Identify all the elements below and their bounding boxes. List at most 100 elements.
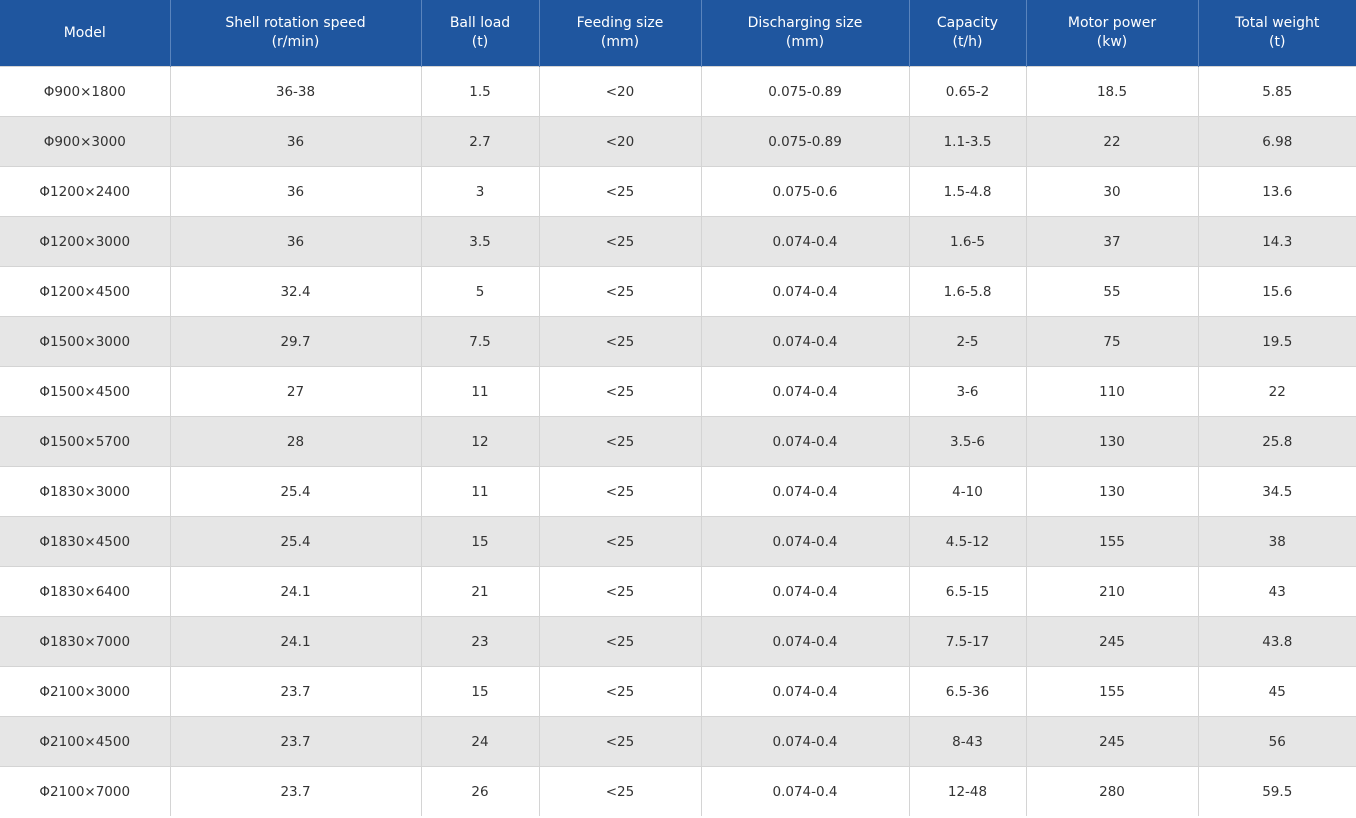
column-header: Ball load (t) <box>421 0 540 67</box>
header-text: Shell rotation speed <box>225 15 366 31</box>
table-cell: <25 <box>539 766 702 816</box>
table-cell: 29.7 <box>170 316 422 367</box>
table-cell: 155 <box>1026 516 1199 567</box>
table-cell: 75 <box>1026 316 1199 367</box>
header-text: (kw) <box>1096 34 1128 50</box>
table-cell: 1.5 <box>421 66 540 117</box>
header-row: Model Shell rotation speed (r/min) Ball loa… <box>0 0 1356 67</box>
column-header: Discharging size (mm) <box>701 0 910 67</box>
table-cell: Φ1830×6400 <box>0 566 171 617</box>
table-cell: 6.5-36 <box>909 666 1027 717</box>
table-cell: 23.7 <box>170 666 422 717</box>
table-cell: 7.5 <box>421 316 540 367</box>
table-row: Φ1500×4500 27 11 <25 0.074-0.4 3-6 110 22 <box>0 366 1356 417</box>
header-text: Model <box>63 24 106 41</box>
table-cell: <25 <box>539 666 702 717</box>
table-cell: <25 <box>539 216 702 267</box>
table-cell: Φ2100×3000 <box>0 666 171 717</box>
table-cell: 0.075-0.89 <box>701 116 910 167</box>
table-cell: <25 <box>539 566 702 617</box>
table-cell: 32.4 <box>170 266 422 317</box>
table-cell: 0.074-0.4 <box>701 366 910 417</box>
table-row: Φ1500×3000 29.7 7.5 <25 0.074-0.4 2-5 75 19.5 <box>0 316 1356 367</box>
table-cell: 4-10 <box>909 466 1027 517</box>
table-cell: 6.5-15 <box>909 566 1027 617</box>
table-cell: 22 <box>1198 366 1356 417</box>
table-cell: 1.6-5.8 <box>909 266 1027 317</box>
table-row: Φ2100×4500 23.7 24 <25 0.074-0.4 8-43 245 56 <box>0 716 1356 767</box>
table-cell: 0.075-0.6 <box>701 166 910 217</box>
table-cell: 24.1 <box>170 566 422 617</box>
table-cell: 2.7 <box>421 116 540 167</box>
header-text: Motor power <box>1067 15 1157 31</box>
table-row: Φ900×1800 36-38 1.5 <20 0.075-0.89 0.65-2 18.5… <box>0 66 1356 117</box>
table-cell: 19.5 <box>1198 316 1356 367</box>
table-cell: 21 <box>421 566 540 617</box>
header-text: Total weight <box>1235 15 1320 31</box>
table-cell: 23 <box>421 616 540 667</box>
table-row: Φ1830×7000 24.1 23 <25 0.074-0.4 7.5-17 245 43.… <box>0 616 1356 667</box>
table-cell: 11 <box>421 366 540 417</box>
header-text: Feeding size <box>576 15 664 31</box>
table-cell: 13.6 <box>1198 166 1356 217</box>
table-cell: 110 <box>1026 366 1199 417</box>
column-header: Model <box>0 0 171 67</box>
table-cell: 0.074-0.4 <box>701 766 910 816</box>
header-text: (r/min) <box>271 34 320 50</box>
table-cell: 11 <box>421 466 540 517</box>
table-cell: 14.3 <box>1198 216 1356 267</box>
table-cell: 24.1 <box>170 616 422 667</box>
table-cell: Φ1200×2400 <box>0 166 171 217</box>
table-cell: 56 <box>1198 716 1356 767</box>
table-cell: 15 <box>421 666 540 717</box>
table-cell: <20 <box>539 116 702 167</box>
table-cell: 245 <box>1026 716 1199 767</box>
table-cell: <25 <box>539 716 702 767</box>
table-cell: 7.5-17 <box>909 616 1027 667</box>
header-text: (mm) <box>785 34 825 50</box>
table-cell: 0.074-0.4 <box>701 466 910 517</box>
table-cell: 8-43 <box>909 716 1027 767</box>
table-cell: 25.8 <box>1198 416 1356 467</box>
table-cell: 30 <box>1026 166 1199 217</box>
header-text: (t) <box>471 34 489 50</box>
table-cell: 0.074-0.4 <box>701 316 910 367</box>
table-cell: 25.4 <box>170 516 422 567</box>
table-cell: 23.7 <box>170 716 422 767</box>
table-cell: 0.075-0.89 <box>701 66 910 117</box>
table-cell: 210 <box>1026 566 1199 617</box>
table-cell: 12 <box>421 416 540 467</box>
table-cell: 3 <box>421 166 540 217</box>
table-cell: <25 <box>539 366 702 417</box>
table-cell: 55 <box>1026 266 1199 317</box>
table-cell: 1.1-3.5 <box>909 116 1027 167</box>
table-cell: Φ1830×3000 <box>0 466 171 517</box>
table-cell: 0.074-0.4 <box>701 266 910 317</box>
table-cell: 24 <box>421 716 540 767</box>
table-row: Φ1500×5700 28 12 <25 0.074-0.4 3.5-6 130 25.8 <box>0 416 1356 467</box>
table-cell: <25 <box>539 516 702 567</box>
table-cell: Φ1830×7000 <box>0 616 171 667</box>
table-cell: 59.5 <box>1198 766 1356 816</box>
table-row: Φ1200×4500 32.4 5 <25 0.074-0.4 1.6-5.8 55 15.6 <box>0 266 1356 317</box>
table-cell: Φ900×1800 <box>0 66 171 117</box>
table-cell: 36 <box>170 116 422 167</box>
table-row: Φ1200×3000 36 3.5 <25 0.074-0.4 1.6-5 37 14.3 <box>0 216 1356 267</box>
table-cell: 0.074-0.4 <box>701 616 910 667</box>
column-header: Shell rotation speed (r/min) <box>170 0 422 67</box>
table-cell: 36 <box>170 166 422 217</box>
table-cell: 3-6 <box>909 366 1027 417</box>
table-row: Φ1830×3000 25.4 11 <25 0.074-0.4 4-10 130 34.5 <box>0 466 1356 517</box>
table-cell: 25.4 <box>170 466 422 517</box>
table-cell: 23.7 <box>170 766 422 816</box>
table-cell: 3.5-6 <box>909 416 1027 467</box>
table-cell: 1.6-5 <box>909 216 1027 267</box>
table-cell: <25 <box>539 166 702 217</box>
table-cell: Φ1830×4500 <box>0 516 171 567</box>
column-header: Motor power (kw) <box>1026 0 1199 67</box>
table-cell: 34.5 <box>1198 466 1356 517</box>
header-text: (mm) <box>600 34 640 50</box>
table-cell: 45 <box>1198 666 1356 717</box>
